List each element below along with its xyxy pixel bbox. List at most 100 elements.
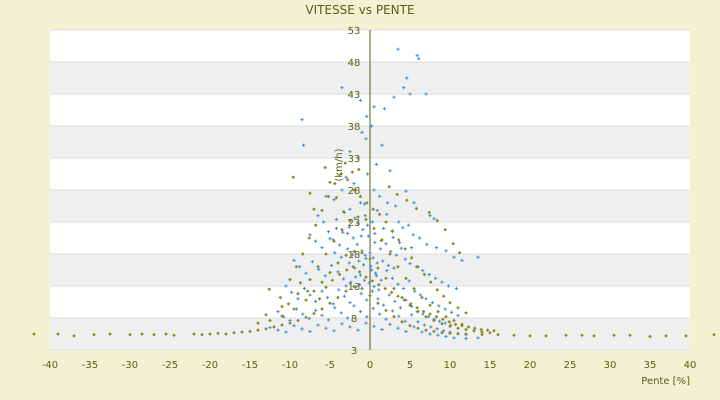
data-point-blue bbox=[417, 57, 421, 61]
data-point-olive bbox=[424, 314, 428, 319]
data-point-blue bbox=[362, 278, 366, 282]
data-point-olive bbox=[435, 218, 439, 223]
data-point-olive bbox=[280, 314, 284, 318]
data-point-blue bbox=[476, 336, 480, 340]
data-point-blue bbox=[370, 220, 374, 224]
data-point-olive bbox=[376, 266, 380, 270]
data-point-blue bbox=[382, 226, 386, 230]
data-point-olive bbox=[364, 217, 368, 222]
data-point-olive bbox=[370, 279, 375, 283]
data-point-olive bbox=[428, 303, 432, 307]
data-point-blue bbox=[355, 242, 359, 246]
data-point-blue bbox=[452, 255, 456, 259]
data-point-olive bbox=[416, 326, 420, 331]
data-point-blue bbox=[370, 289, 374, 293]
data-point-olive bbox=[336, 295, 340, 300]
data-point-olive bbox=[389, 290, 394, 295]
data-point-blue bbox=[432, 217, 436, 221]
x-tick-label: 5 bbox=[407, 360, 413, 371]
data-point-blue bbox=[390, 309, 394, 313]
data-point-blue bbox=[353, 216, 357, 220]
data-point-blue bbox=[366, 234, 370, 238]
data-point-olive bbox=[313, 223, 318, 227]
x-tick-label: 0 bbox=[367, 360, 373, 371]
data-point-blue bbox=[450, 310, 454, 314]
data-point-olive bbox=[383, 286, 387, 291]
data-point-blue bbox=[356, 221, 360, 225]
data-point-blue bbox=[276, 310, 280, 314]
data-point-olive bbox=[200, 332, 204, 337]
data-point-blue bbox=[384, 317, 388, 321]
data-point-blue bbox=[378, 247, 382, 251]
data-point-olive bbox=[390, 229, 395, 233]
data-point-blue bbox=[364, 256, 368, 261]
data-point-blue bbox=[302, 286, 306, 291]
data-point-blue bbox=[370, 268, 374, 272]
data-point-blue bbox=[358, 283, 362, 287]
data-point-blue bbox=[357, 259, 361, 263]
data-point-olive bbox=[256, 328, 260, 332]
data-point-blue bbox=[317, 267, 321, 271]
data-point-olive bbox=[496, 332, 500, 337]
data-point-olive bbox=[412, 286, 416, 291]
data-point-blue bbox=[375, 261, 379, 265]
data-point-blue bbox=[437, 304, 441, 308]
data-point-blue bbox=[354, 275, 358, 279]
data-point-blue bbox=[340, 322, 344, 326]
data-point-blue bbox=[424, 297, 428, 301]
data-point-blue bbox=[388, 169, 392, 173]
data-point-olive bbox=[460, 323, 464, 328]
data-point-olive bbox=[612, 333, 616, 338]
data-point-blue bbox=[393, 299, 397, 303]
data-point-blue bbox=[404, 329, 408, 334]
data-point-blue bbox=[416, 320, 420, 324]
data-point-blue bbox=[410, 313, 414, 317]
data-point-blue bbox=[346, 231, 350, 236]
x-tick-label: -40 bbox=[42, 360, 58, 371]
data-point-blue bbox=[356, 156, 360, 160]
data-point-olive bbox=[308, 277, 312, 282]
data-point-blue bbox=[378, 194, 382, 198]
data-point-olive bbox=[365, 201, 369, 205]
data-point-olive bbox=[392, 286, 396, 291]
data-point-blue bbox=[421, 269, 425, 273]
data-point-olive bbox=[320, 208, 324, 213]
data-point-blue bbox=[300, 118, 304, 122]
data-point-olive bbox=[648, 334, 652, 339]
data-point-olive bbox=[344, 289, 348, 293]
data-point-olive bbox=[305, 289, 310, 293]
data-point-blue bbox=[348, 301, 352, 305]
data-point-olive bbox=[326, 194, 331, 199]
data-point-blue bbox=[323, 274, 327, 278]
data-point-olive bbox=[453, 322, 458, 327]
data-point-blue bbox=[379, 278, 383, 282]
data-point-blue bbox=[394, 204, 398, 208]
data-point-olive bbox=[564, 333, 568, 338]
data-point-blue bbox=[460, 258, 464, 262]
data-point-blue bbox=[359, 234, 363, 238]
data-point-blue bbox=[347, 261, 351, 265]
data-point-blue bbox=[362, 263, 366, 267]
data-point-blue bbox=[358, 310, 362, 314]
data-point-olive bbox=[298, 281, 303, 285]
data-point-olive bbox=[464, 332, 468, 336]
y-axis-label: (km/h) bbox=[334, 148, 345, 181]
data-point-blue bbox=[387, 293, 391, 297]
data-point-blue bbox=[326, 318, 330, 322]
data-point-olive bbox=[405, 198, 409, 203]
data-point-olive bbox=[488, 330, 492, 335]
data-point-blue bbox=[333, 306, 337, 310]
data-point-blue bbox=[364, 137, 368, 141]
data-point-blue bbox=[364, 321, 368, 325]
x-tick-label: 20 bbox=[524, 360, 537, 371]
data-point-olive bbox=[452, 318, 456, 323]
data-point-olive bbox=[357, 167, 361, 172]
x-tick-label: -30 bbox=[122, 360, 138, 371]
data-point-blue bbox=[342, 294, 346, 298]
data-point-olive bbox=[432, 318, 436, 323]
data-point-olive bbox=[333, 181, 337, 186]
data-point-olive bbox=[288, 277, 292, 282]
data-point-olive bbox=[317, 297, 322, 301]
data-point-blue bbox=[338, 243, 342, 247]
